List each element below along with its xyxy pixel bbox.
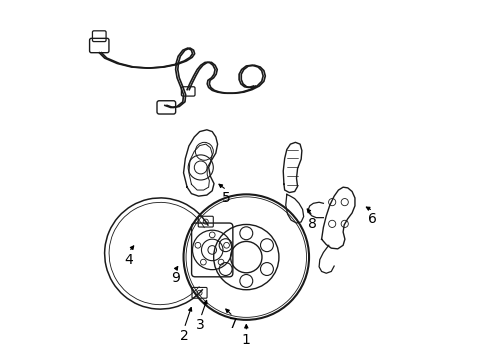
Text: 6: 6: [367, 212, 377, 226]
Text: 9: 9: [171, 271, 180, 284]
Text: 4: 4: [124, 253, 133, 267]
Text: 3: 3: [196, 318, 204, 332]
Text: 2: 2: [180, 329, 188, 343]
Text: 7: 7: [228, 317, 237, 331]
Text: 8: 8: [307, 217, 316, 231]
Text: 1: 1: [242, 333, 250, 347]
Text: 5: 5: [222, 191, 230, 205]
